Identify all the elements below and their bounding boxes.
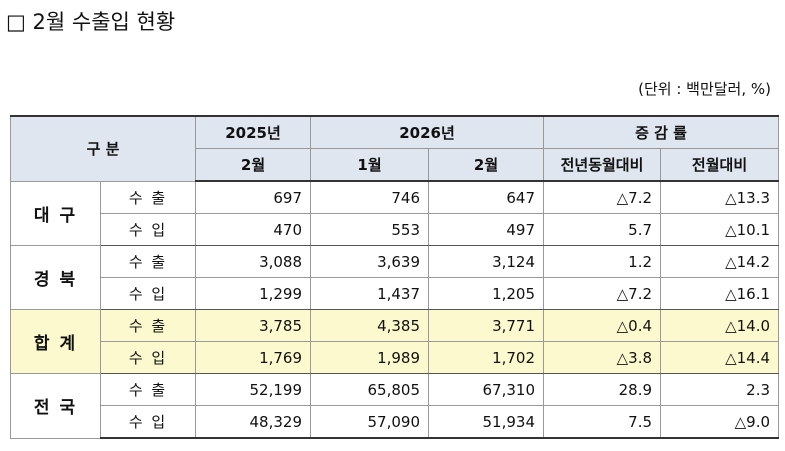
value-cell: △7.2 (543, 180, 662, 214)
kind-cell: 수 입 (99, 341, 197, 374)
region-cell: 합 계 (10, 309, 101, 374)
region-cell: 경 북 (10, 245, 101, 310)
kind-cell: 수 입 (99, 277, 197, 310)
value-cell: 553 (310, 213, 430, 246)
value-cell: 65,805 (310, 373, 430, 406)
header-cell: 증 감 률 (543, 115, 780, 149)
page-title: □ 2월 수출입 현황 (6, 10, 176, 34)
header-cell: 1월 (310, 148, 430, 182)
value-cell: 3,639 (310, 245, 430, 278)
table-row: 수 입 470 553 497 5.7 △10.1 (11, 213, 780, 246)
header-cell: 구 분 (9, 115, 197, 182)
value-cell: 28.9 (543, 373, 662, 406)
value-cell: 1,299 (195, 277, 312, 310)
value-cell: △9.0 (660, 405, 780, 439)
value-cell: △14.0 (660, 309, 780, 342)
trade-table: 구 분 2025년 2026년 증 감 률 2월 1월 2월 전년동월대비 전월… (9, 115, 780, 439)
value-cell: 52,199 (195, 373, 312, 406)
value-cell: 67,310 (428, 373, 545, 406)
value-cell: 57,090 (310, 405, 430, 439)
value-cell: 51,934 (428, 405, 545, 439)
value-cell: 3,785 (195, 309, 312, 342)
value-cell: △14.4 (660, 341, 780, 374)
value-cell: 497 (428, 213, 545, 246)
value-cell: 470 (195, 213, 312, 246)
value-cell: △0.4 (543, 309, 662, 342)
unit-note: (단위 : 백만달러, %) (638, 80, 771, 98)
kind-cell: 수 입 (99, 213, 197, 246)
header-cell: 2025년 (195, 115, 312, 149)
value-cell: 1,702 (428, 341, 545, 374)
value-cell: 3,124 (428, 245, 545, 278)
value-cell: 5.7 (543, 213, 662, 246)
value-cell: 48,329 (195, 405, 312, 439)
value-cell: 746 (310, 180, 430, 214)
value-cell: △3.8 (543, 341, 662, 374)
value-cell: △10.1 (660, 213, 780, 246)
value-cell: 1.2 (543, 245, 662, 278)
table-row: 수 입 1,299 1,437 1,205 △7.2 △16.1 (11, 277, 780, 310)
value-cell: 2.3 (660, 373, 780, 406)
value-cell: △14.2 (660, 245, 780, 278)
value-cell: 1,989 (310, 341, 430, 374)
value-cell: 647 (428, 180, 545, 214)
kind-cell: 수 출 (99, 309, 197, 342)
value-cell: 3,088 (195, 245, 312, 278)
kind-cell: 수 출 (99, 373, 197, 406)
value-cell: 697 (195, 180, 312, 214)
header-cell: 2월 (428, 148, 545, 182)
value-cell: △13.3 (660, 180, 780, 214)
value-cell: △7.2 (543, 277, 662, 310)
value-cell: 1,205 (428, 277, 545, 310)
header-cell: 2월 (195, 148, 312, 182)
table-row: 수 입 48,329 57,090 51,934 7.5 △9.0 (11, 405, 780, 439)
table-header: 구 분 2025년 2026년 증 감 률 2월 1월 2월 전년동월대비 전월… (9, 115, 780, 182)
value-cell: 1,769 (195, 341, 312, 374)
value-cell: △16.1 (660, 277, 780, 310)
value-cell: 1,437 (310, 277, 430, 310)
region-cell: 전 국 (10, 373, 101, 439)
table-row: 수 입 1,769 1,989 1,702 △3.8 △14.4 (11, 341, 780, 374)
kind-cell: 수 출 (99, 180, 197, 214)
value-cell: 4,385 (310, 309, 430, 342)
header-cell: 전년동월대비 (543, 148, 662, 182)
region-cell: 대 구 (10, 180, 101, 246)
header-cell: 전월대비 (660, 148, 780, 182)
value-cell: 3,771 (428, 309, 545, 342)
kind-cell: 수 입 (99, 405, 197, 439)
value-cell: 7.5 (543, 405, 662, 439)
header-cell: 2026년 (310, 115, 545, 149)
kind-cell: 수 출 (99, 245, 197, 278)
